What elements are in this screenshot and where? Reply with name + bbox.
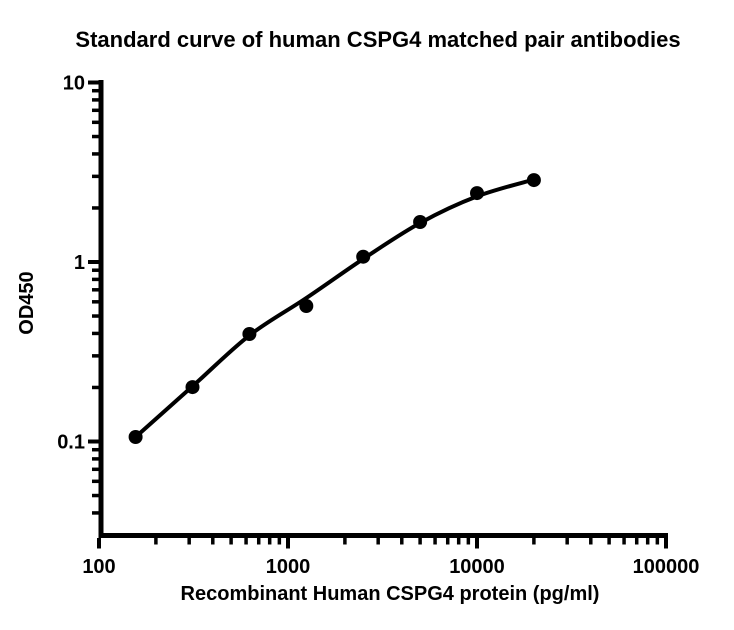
- axis-ticks: [88, 80, 668, 549]
- data-point: [299, 299, 314, 313]
- tick-labels: 10 1 0.1 100 1000 10000 100000: [57, 73, 699, 579]
- data-point: [356, 249, 371, 264]
- data-point: [242, 327, 257, 341]
- x-tick-label: 100000: [633, 556, 700, 578]
- x-tick-label: 100: [82, 556, 115, 578]
- x-tick-label: 10000: [449, 556, 505, 578]
- data-point: [526, 173, 541, 188]
- data-point: [185, 380, 200, 395]
- axes: [98, 80, 668, 538]
- fit-curve-line: [133, 177, 536, 439]
- chart-title: Standard curve of human CSPG4 matched pa…: [75, 27, 680, 52]
- y-tick-label: 0.1: [57, 432, 85, 454]
- fit-curve-path: [133, 177, 536, 439]
- data-point: [413, 215, 428, 229]
- data-points: [128, 173, 541, 444]
- x-tick-label: 1000: [266, 556, 311, 578]
- y-tick-label: 10: [63, 73, 85, 95]
- y-axis-title: OD450: [16, 271, 38, 334]
- x-axis-title: Recombinant Human CSPG4 protein (pg/ml): [181, 583, 600, 605]
- data-point: [128, 430, 143, 444]
- y-tick-label: 1: [74, 252, 85, 274]
- data-point: [470, 186, 484, 201]
